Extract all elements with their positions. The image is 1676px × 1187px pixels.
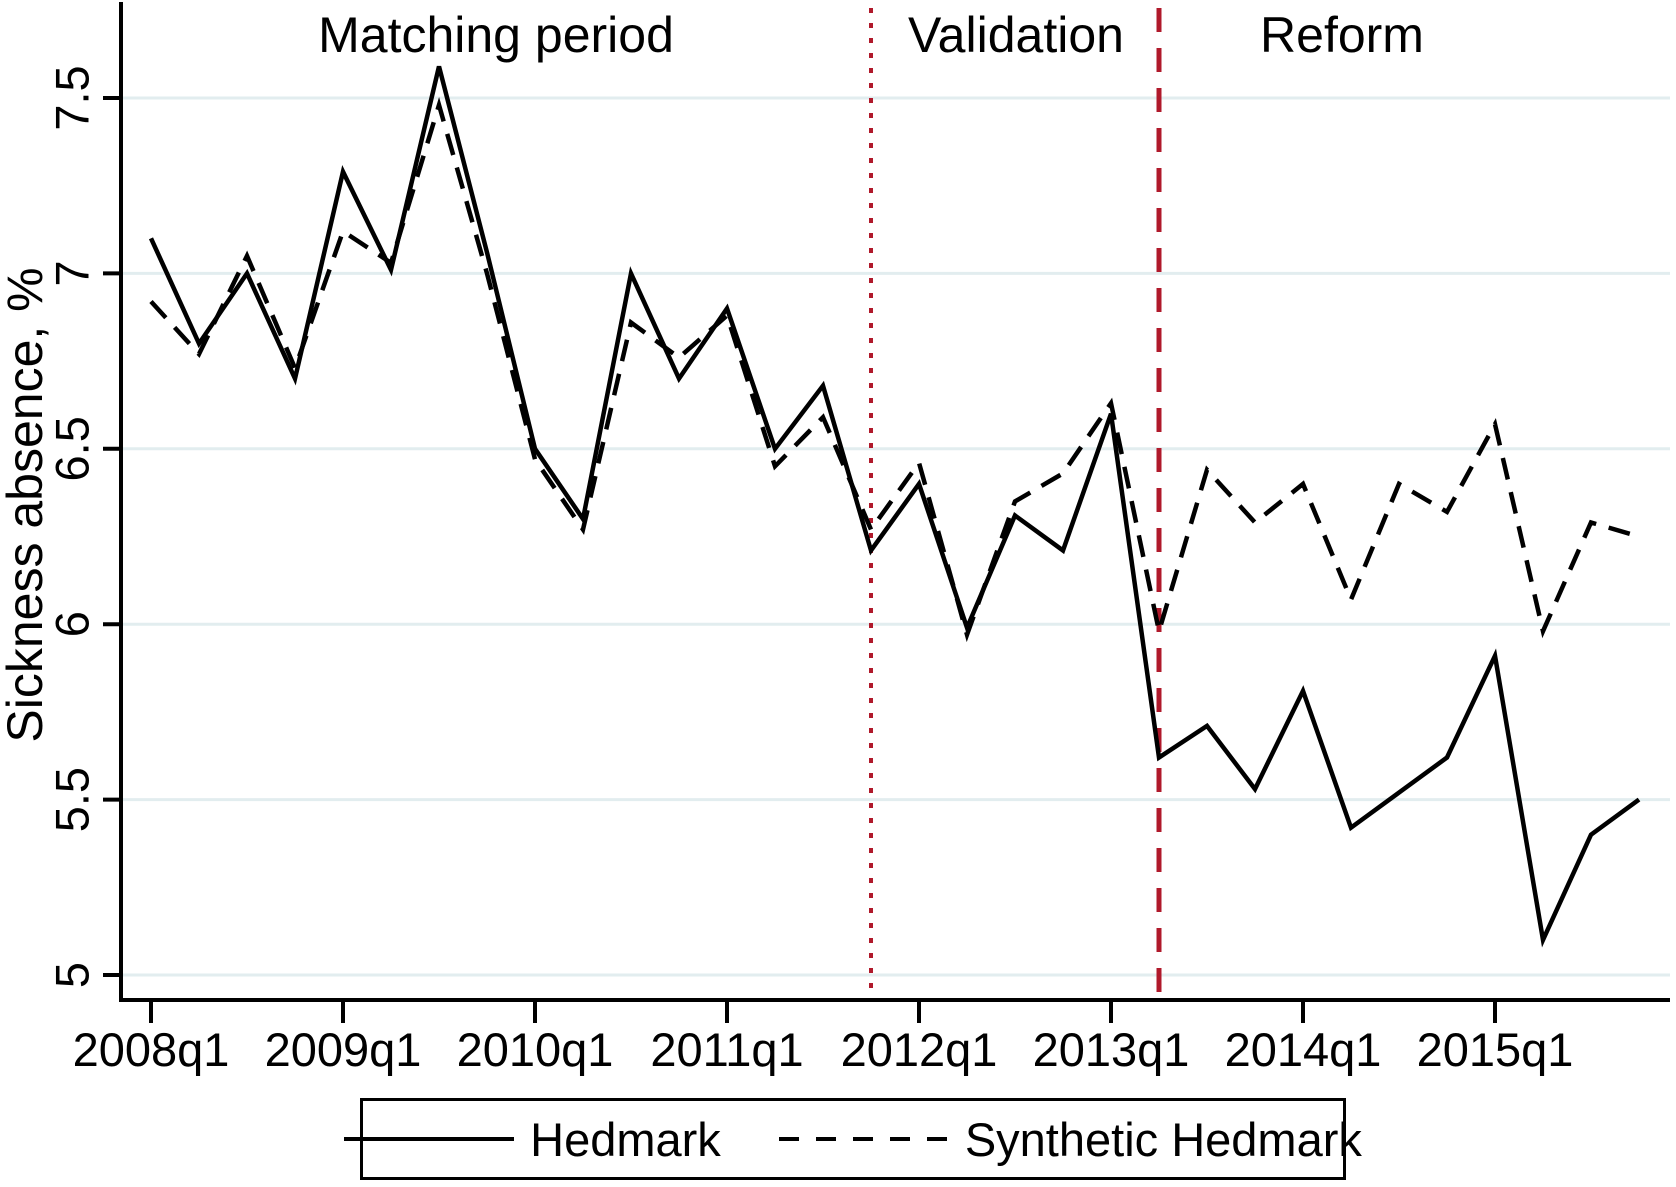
x-tick-label: 2014q1 (1225, 1023, 1382, 1076)
period-label: Reform (1260, 7, 1424, 63)
legend: Hedmark Synthetic Hedmark (344, 1098, 1362, 1180)
x-tick-label: 2013q1 (1033, 1023, 1190, 1076)
series-synthetic-hedmark (149, 97, 1640, 643)
legend-label-synthetic-hedmark: Synthetic Hedmark (964, 1112, 1362, 1166)
x-tick-label: 2012q1 (841, 1023, 998, 1076)
y-tick-label: 5 (45, 962, 98, 988)
legend-entry-synthetic-hedmark: Synthetic Hedmark (778, 1112, 1362, 1166)
period-label: Matching period (318, 7, 674, 63)
x-tick-label: 2011q1 (650, 1023, 803, 1076)
y-tick-label: 7.5 (45, 65, 98, 130)
y-tick-label: 7 (45, 260, 98, 286)
x-tick-label: 2015q1 (1417, 1023, 1574, 1076)
x-tick-label: 2009q1 (265, 1023, 422, 1076)
y-axis-title: Sickness absence, % (0, 267, 53, 742)
dashed-line-swatch-icon (778, 1137, 949, 1141)
solid-line-swatch-icon (344, 1137, 515, 1141)
y-tick-label: 5.5 (45, 767, 98, 832)
x-tick-label: 2008q1 (73, 1023, 230, 1076)
legend-label-hedmark: Hedmark (530, 1112, 721, 1166)
period-label: Validation (908, 7, 1124, 63)
x-tick-label: 2010q1 (457, 1023, 614, 1076)
y-tick-label: 6.5 (45, 416, 98, 481)
y-tick-label: 6 (45, 611, 98, 637)
series-hedmark (148, 65, 1641, 948)
legend-entry-hedmark: Hedmark (344, 1116, 721, 1163)
